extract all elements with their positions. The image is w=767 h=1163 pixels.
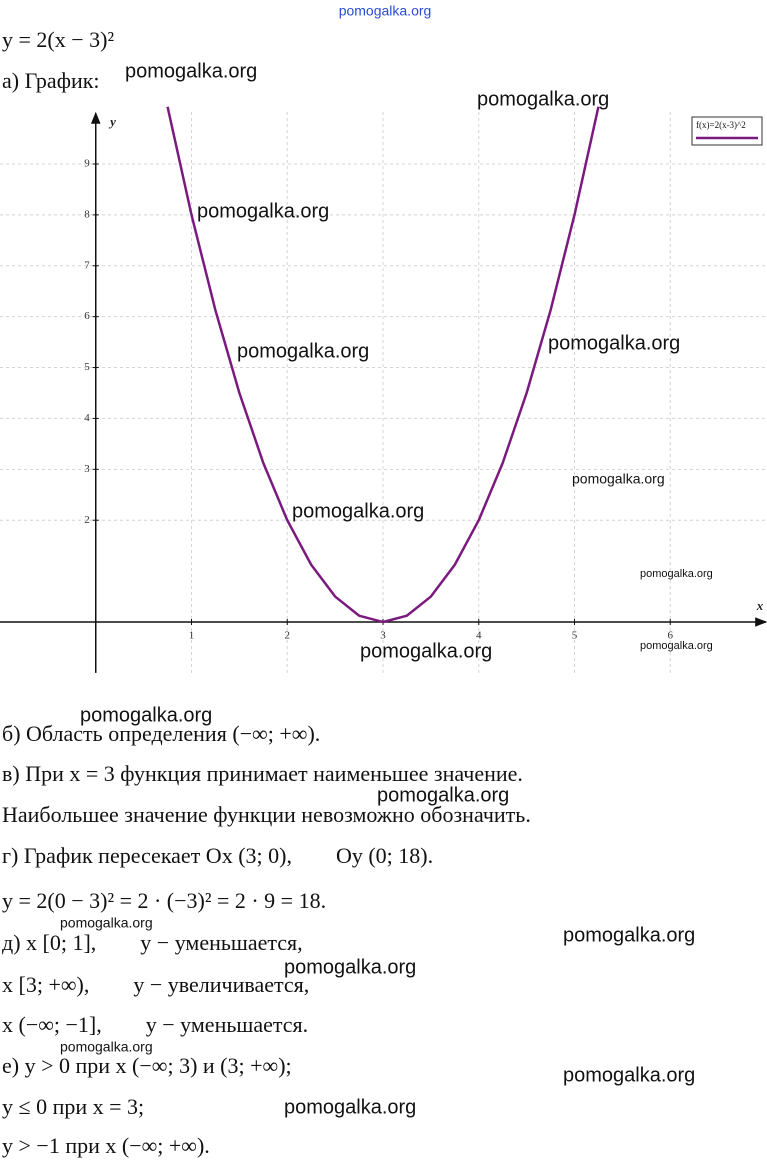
text-line: y = 2(0 − 3)² = 2 · (−3)² = 2 · 9 = 18.	[2, 888, 326, 913]
watermark: pomogalka.org	[640, 640, 713, 652]
watermark: pomogalka.org	[563, 924, 695, 946]
watermark: pomogalka.org	[572, 471, 665, 487]
watermark: pomogalka.org	[60, 915, 153, 931]
text-line: б) Область определения (−∞; +∞).	[2, 721, 320, 746]
y-axis-label: y	[108, 114, 116, 129]
watermark: pomogalka.org	[477, 88, 609, 110]
x-tick-label: 4	[476, 630, 482, 642]
text-line: в) При x = 3 функция принимает наименьше…	[2, 761, 523, 786]
y-tick-label: 8	[84, 208, 90, 220]
legend-box	[691, 116, 763, 146]
text-line: д) x [0; 1], y − уменьшается,	[2, 930, 303, 955]
watermark: pomogalka.org	[80, 704, 212, 726]
x-axis-label: x	[756, 598, 764, 613]
y-tick-label: 3	[84, 463, 90, 475]
x-tick-label: 1	[189, 630, 195, 642]
y-tick-label: 4	[84, 412, 90, 424]
text-line: а) График:	[2, 68, 100, 93]
text-line: Наибольшее значение функции невозможно о…	[2, 802, 531, 827]
text-line: е) y > 0 при x (−∞; 3) и (3; +∞);	[2, 1053, 292, 1078]
watermark: pomogalka.org	[284, 1096, 416, 1118]
watermark: pomogalka.org	[377, 784, 509, 806]
x-tick-label: 6	[668, 630, 674, 642]
legend-label: f(x)=2(x-3)^2	[696, 120, 746, 130]
watermark: pomogalka.org	[548, 332, 680, 354]
text-line: x [3; +∞), y − увеличивается,	[2, 972, 309, 997]
x-tick-label: 2	[285, 630, 291, 642]
watermark: pomogalka.org	[237, 340, 369, 362]
curve	[166, 106, 600, 624]
y-tick-label: 2	[84, 514, 90, 526]
chart: 1 2 3 4 5 6 2 3 4 5 6 7 8 9 x y f(x)=2(x-3)^2	[0, 106, 767, 673]
y-tick-label: 9	[84, 158, 90, 170]
x-tick-label: 5	[572, 630, 578, 642]
watermark: pomogalka.org	[640, 568, 713, 580]
text-line: y > −1 при x (−∞; +∞).	[2, 1133, 210, 1158]
y-tick-label: 7	[84, 259, 90, 271]
y-tick-label: 6	[84, 310, 90, 322]
text-line: y ≤ 0 при x = 3;	[2, 1094, 144, 1119]
text-line: y = 2(x − 3)²	[2, 27, 114, 52]
watermark: pomogalka.org	[197, 200, 329, 222]
y-tick-label: 5	[84, 361, 90, 373]
x-tick-label: 3	[380, 630, 386, 642]
text-line: x (−∞; −1], y − уменьшается.	[2, 1012, 308, 1037]
watermark: pomogalka.org	[339, 3, 432, 19]
watermark: pomogalka.org	[360, 640, 492, 662]
watermark: pomogalka.org	[60, 1039, 153, 1055]
text-line: г) График пересекает Ox (3; 0), Oy (0; 1…	[2, 843, 433, 868]
text-block: y = 2(x − 3)² а) График: б) Область опреде…	[2, 27, 531, 1158]
watermark: pomogalka.org	[563, 1064, 695, 1086]
watermarks: pomogalka.org pomogalka.org pomogalka.org p…	[60, 3, 713, 1119]
watermark: pomogalka.org	[292, 500, 424, 522]
watermark: pomogalka.org	[125, 60, 257, 82]
watermark: pomogalka.org	[284, 956, 416, 978]
